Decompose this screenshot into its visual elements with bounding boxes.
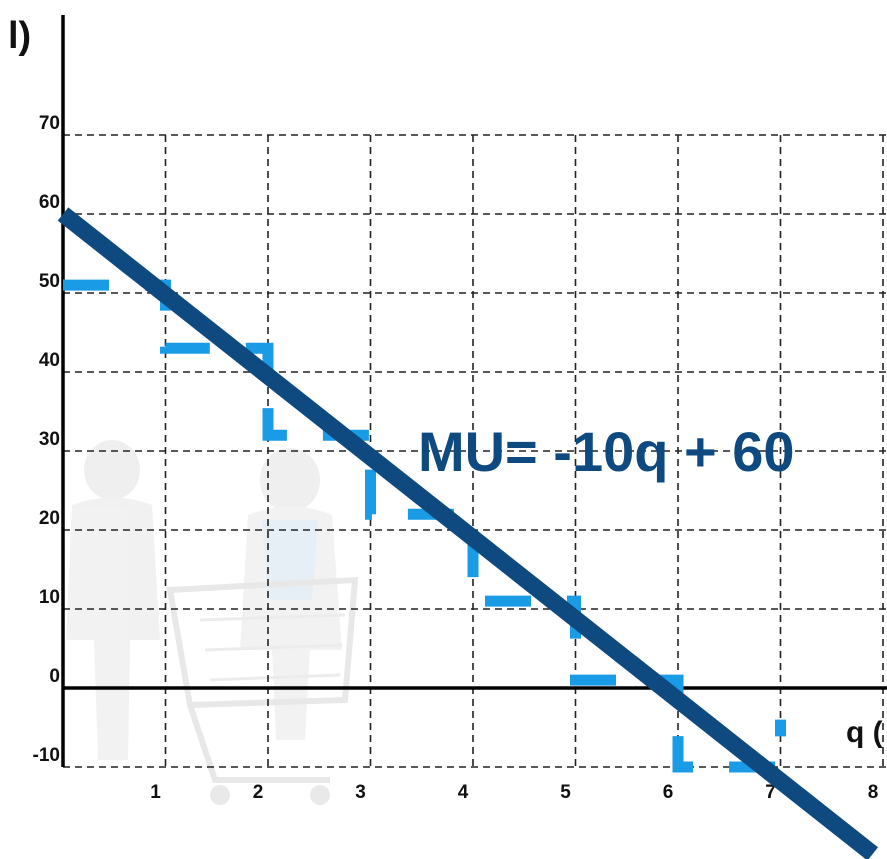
x-tick-label: 8 [868, 782, 879, 803]
y-tick-label: 60 [39, 192, 60, 213]
mu-line [57, 207, 879, 859]
x-tick-label: 6 [663, 782, 674, 803]
x-tick-label: 1 [150, 782, 161, 803]
background-shoppers-illustration [66, 440, 359, 805]
y-tick-label: 40 [39, 350, 60, 371]
y-tick-label: -10 [33, 745, 60, 766]
tick-labels: 70 60 50 40 30 20 10 0 -10 1 2 3 4 5 6 7 8 l) q ( [8, 15, 883, 803]
x-axis-title: q ( [846, 716, 883, 749]
equation-label: MU= -10q + 60 [418, 420, 795, 483]
y-tick-label: 50 [39, 271, 60, 292]
y-axis-title: l) [8, 15, 31, 57]
x-tick-label: 3 [355, 782, 366, 803]
x-tick-label: 4 [458, 782, 469, 803]
annotations: MU= -10q + 60 [418, 420, 795, 483]
y-tick-label: 70 [39, 113, 60, 134]
step-series [63, 279, 786, 773]
series-layer [57, 207, 879, 859]
axes [61, 15, 887, 767]
x-tick-label: 2 [253, 782, 264, 803]
y-tick-label: 30 [39, 429, 60, 450]
y-tick-label: 0 [49, 666, 60, 687]
y-tick-label: 20 [39, 508, 60, 529]
x-tick-label: 5 [560, 782, 571, 803]
x-tick-label: 7 [765, 782, 776, 803]
y-tick-label: 10 [39, 587, 60, 608]
